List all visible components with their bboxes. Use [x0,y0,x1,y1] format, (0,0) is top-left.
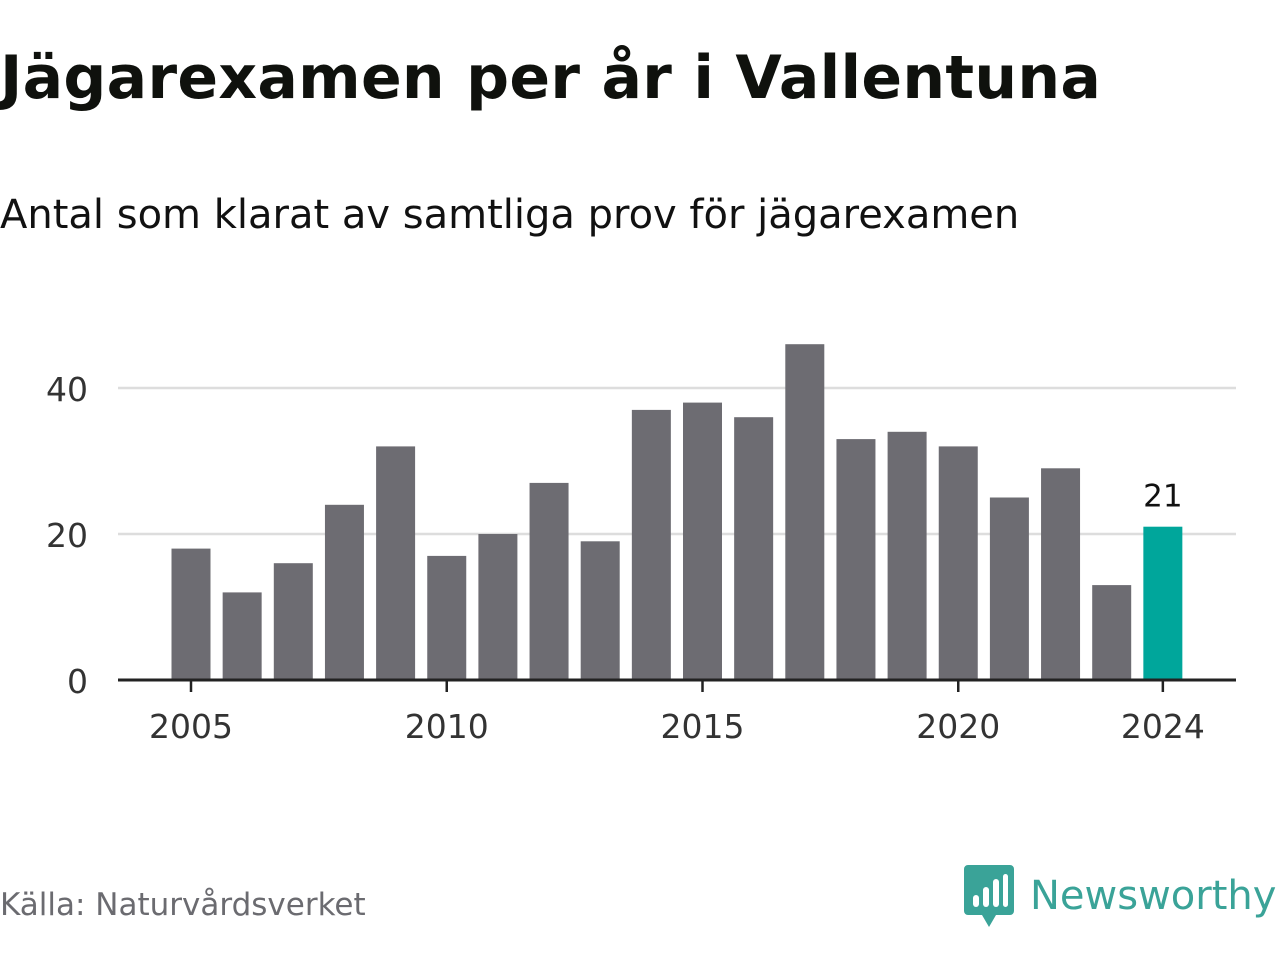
y-tick-label: 0 [67,662,88,701]
bar-2023 [1092,585,1132,680]
source-note: Källa: Naturvårdsverket [0,887,366,923]
brand-logo: Newsworthy [964,864,1276,928]
bar-2008 [324,504,364,680]
bar-2012 [529,482,569,680]
bar-2019 [887,431,927,680]
data-label: 21 [1143,479,1182,515]
bar-2020 [938,446,978,680]
bar-2009 [376,446,416,680]
bar-2016 [734,417,774,680]
bar-chart: 0 20 40 21 2005 2010 2015 2020 2024 [46,344,1236,746]
y-tick-label: 20 [46,516,88,555]
bar-2014 [631,409,671,680]
bar-2018 [836,439,876,680]
bar-2005 [171,548,211,680]
bar-2010 [427,555,467,680]
x-tick-label: 2005 [149,707,233,746]
x-tick-label: 2024 [1121,707,1205,746]
x-tick-label: 2020 [916,707,1000,746]
chart-subtitle: Antal som klarat av samtliga prov för jä… [0,192,1020,238]
bar-2011 [478,534,518,680]
newsworthy-logo-icon [964,865,1014,927]
brand-name: Newsworthy [1030,873,1277,919]
bar-2021 [989,497,1029,680]
bar-2024 [1143,526,1183,680]
chart-title: Jägarexamen per år i Vallentuna [0,43,1102,113]
x-tick-label: 2015 [661,707,745,746]
bar-2007 [273,563,313,680]
bar-2015 [683,402,722,680]
bar-2006 [222,592,262,680]
bar-2017 [785,344,825,680]
bar-2013 [580,541,620,680]
y-tick-label: 40 [46,370,88,409]
x-tick-label: 2010 [405,707,489,746]
bar-2022 [1041,468,1081,680]
